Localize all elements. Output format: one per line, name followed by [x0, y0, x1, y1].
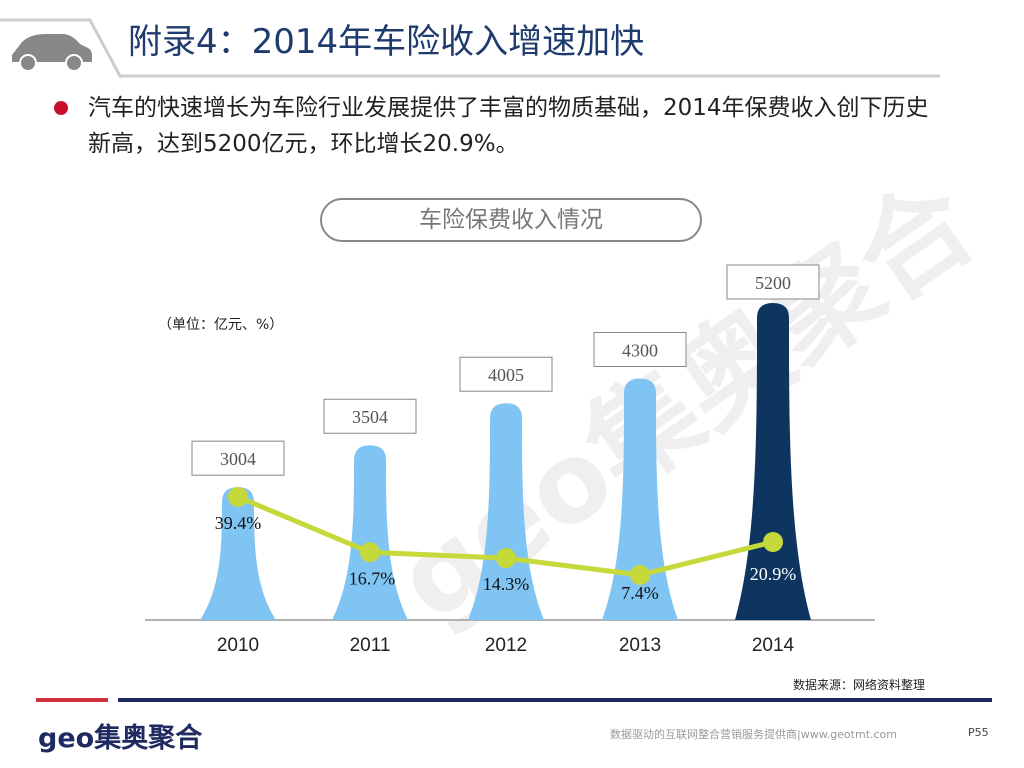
bar-value-label: 4005 — [488, 365, 524, 385]
footer-tagline: 数据驱动的互联网整合营销服务提供商|www.geotmt.com — [610, 728, 897, 741]
page-number: P55 — [968, 726, 989, 739]
bar-value-label: 3004 — [220, 449, 256, 469]
bullet-icon — [54, 101, 68, 115]
bar — [602, 378, 678, 620]
bullet-text: 汽车的快速增长为车险行业发展提供了丰富的物质基础，2014年保费收入创下历史新高… — [88, 95, 929, 157]
data-label-box — [593, 331, 687, 367]
car-icon — [12, 34, 92, 72]
x-tick-label: 2011 — [350, 635, 391, 656]
x-tick-label: 2014 — [752, 635, 795, 656]
data-label-box — [191, 440, 285, 476]
bar-value-label: 5200 — [755, 273, 791, 293]
bar — [468, 403, 544, 620]
growth-point — [763, 532, 783, 553]
x-tick-label: 2010 — [217, 635, 259, 656]
growth-point — [496, 548, 516, 569]
data-label-box — [323, 398, 417, 434]
bar — [200, 487, 276, 620]
bar-value-label: 3504 — [352, 407, 388, 427]
data-label-box — [726, 264, 820, 300]
bar — [735, 303, 811, 620]
data-label-box — [459, 356, 553, 392]
growth-label: 7.4% — [621, 583, 659, 603]
growth-label: 39.4% — [215, 513, 262, 533]
x-tick-label: 2012 — [485, 635, 527, 656]
chart-title: 车险保费收入情况 — [320, 198, 702, 242]
growth-point — [228, 486, 248, 507]
logo: geo集奥聚合 — [38, 723, 203, 754]
unit-label: （单位：亿元、%） — [158, 317, 284, 333]
growth-label: 14.3% — [483, 574, 530, 594]
growth-point — [630, 564, 650, 585]
x-tick-label: 2013 — [619, 635, 661, 656]
source-note: 数据来源：网络资料整理 — [793, 678, 926, 692]
bar-value-label: 4300 — [622, 340, 658, 360]
growth-label: 16.7% — [349, 568, 396, 588]
bar — [332, 445, 408, 620]
page-title: 附录4：2014年车险收入增速加快 — [128, 22, 645, 62]
growth-point — [360, 542, 380, 563]
growth-label: 20.9% — [750, 564, 797, 584]
